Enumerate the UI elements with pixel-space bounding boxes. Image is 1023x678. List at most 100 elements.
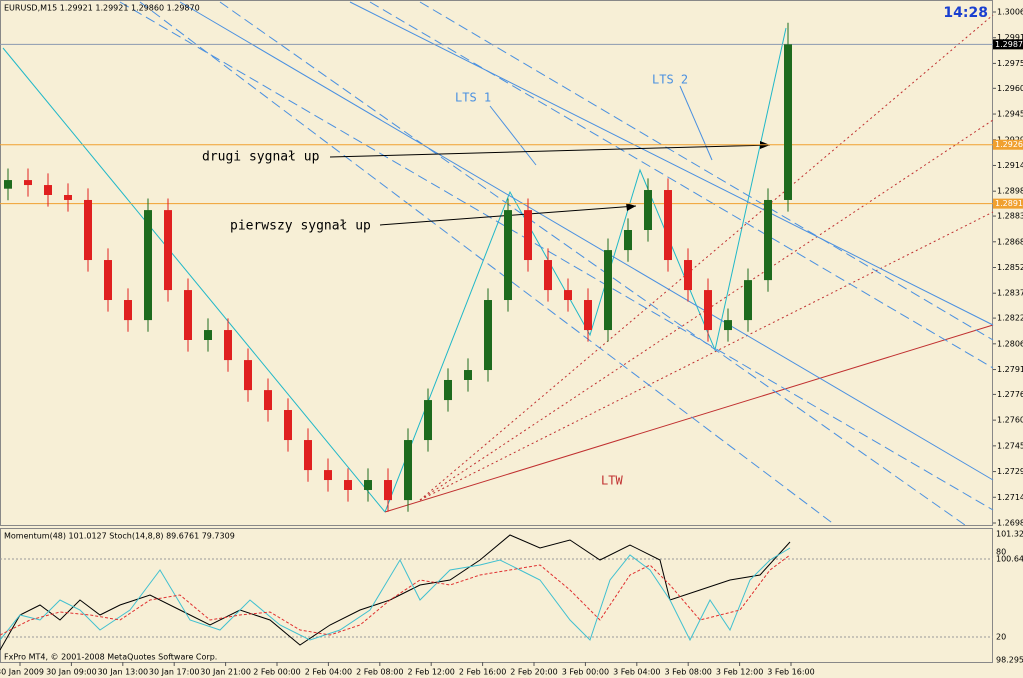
x-tick-label: 2 Feb 04:00 bbox=[305, 668, 352, 677]
candle-body bbox=[564, 290, 572, 301]
candle-body bbox=[264, 390, 272, 411]
candles bbox=[4, 22, 792, 512]
price-label: 1.29265 bbox=[995, 140, 1023, 149]
y-tick-label: 1.28065 bbox=[997, 339, 1023, 348]
lts-line bbox=[139, 1, 836, 526]
trendlines bbox=[2, 1, 994, 526]
x-tick-label: 2 Feb 12:00 bbox=[407, 668, 454, 677]
footer: FxPro MT4, © 2001-2008 MetaQuotes Softwa… bbox=[4, 653, 217, 662]
arrow bbox=[329, 144, 771, 158]
y-tick-label: 1.28525 bbox=[997, 263, 1023, 272]
candle-body bbox=[584, 300, 592, 331]
candle-body bbox=[284, 410, 292, 441]
indicator-label: 100.6421 bbox=[996, 555, 1023, 564]
candle-body bbox=[524, 210, 532, 261]
y-tick-label: 1.27605 bbox=[997, 416, 1023, 425]
indicator-label: 101.3220 bbox=[996, 530, 1023, 539]
momentum-line bbox=[0, 534, 791, 651]
zigzag bbox=[384, 27, 787, 513]
lts-line bbox=[179, 1, 994, 481]
candle-body bbox=[144, 210, 152, 321]
y-tick-label: 1.27140 bbox=[997, 493, 1023, 502]
y-tick-label: 1.26985 bbox=[997, 519, 1023, 528]
x-tick-label: 30 Jan 13:00 bbox=[97, 668, 148, 677]
candle-body bbox=[744, 280, 752, 321]
candle-body bbox=[704, 290, 712, 331]
candle-body bbox=[464, 370, 472, 380]
candle-body bbox=[764, 199, 772, 281]
y-tick-label: 1.29605 bbox=[997, 84, 1023, 93]
y-tick-label: 1.29755 bbox=[997, 59, 1023, 68]
candle-body bbox=[324, 470, 332, 481]
candle-body bbox=[164, 210, 172, 291]
indicator-label: 80 bbox=[996, 548, 1006, 557]
arrow bbox=[679, 85, 713, 161]
lts-line bbox=[119, 1, 994, 511]
arrow bbox=[489, 105, 537, 166]
ltw-line bbox=[384, 324, 994, 513]
indicator-label: 98.295 bbox=[996, 656, 1023, 665]
candle-body bbox=[664, 190, 672, 261]
candle-body bbox=[24, 180, 32, 186]
x-tick-label: 3 Feb 04:00 bbox=[613, 668, 660, 677]
price-label: 1.29870 bbox=[995, 40, 1023, 49]
y-tick-label: 1.29450 bbox=[997, 110, 1023, 119]
y-tick-label: 1.28985 bbox=[997, 187, 1023, 196]
candle-body bbox=[4, 180, 12, 189]
candle-body bbox=[604, 250, 612, 331]
clock: 14:28 bbox=[943, 5, 988, 21]
candle-body bbox=[384, 480, 392, 501]
price-label: 1.28910 bbox=[995, 199, 1023, 208]
x-tick-label: 2 Feb 08:00 bbox=[356, 668, 403, 677]
candle-body bbox=[644, 190, 652, 231]
candle-body bbox=[304, 440, 312, 471]
stoch-main bbox=[0, 547, 791, 642]
candle-body bbox=[184, 290, 192, 341]
annotation: LTW bbox=[601, 474, 623, 488]
candle-body bbox=[624, 230, 632, 251]
y-tick-label: 1.27450 bbox=[997, 441, 1023, 450]
x-tick-label: 30 Jan 21:00 bbox=[200, 668, 251, 677]
candle-body bbox=[504, 210, 512, 301]
x-tick-label: 3 Feb 08:00 bbox=[664, 668, 711, 677]
annotation: drugi sygnał up bbox=[202, 150, 320, 165]
candle-body bbox=[244, 360, 252, 391]
annotation: LTS 1 bbox=[455, 91, 491, 105]
annotation: pierwszy sygnał up bbox=[230, 219, 371, 234]
y-tick-label: 1.28835 bbox=[997, 212, 1023, 221]
candle-body bbox=[104, 260, 112, 301]
y-tick-label: 1.27910 bbox=[997, 365, 1023, 374]
grid: 1.30065 1.29910 1.29755 1.29605 1.29450 1.292… bbox=[0, 8, 1023, 528]
candle-body bbox=[684, 260, 692, 291]
y-tick-label: 1.28680 bbox=[997, 237, 1023, 246]
candle-body bbox=[204, 330, 212, 341]
candle-body bbox=[404, 440, 412, 501]
x-tick-label: 30 Jan 2009 bbox=[0, 668, 44, 677]
candle-body bbox=[424, 400, 432, 441]
x-tick-label: 30 Jan 17:00 bbox=[149, 668, 200, 677]
candle-body bbox=[124, 300, 132, 321]
arrow-head bbox=[626, 203, 636, 211]
price-label-box bbox=[993, 198, 1023, 209]
lts-line bbox=[219, 1, 966, 526]
candle-body bbox=[544, 260, 552, 291]
fan-line bbox=[419, 211, 994, 501]
y-tick-label: 1.29140 bbox=[997, 161, 1023, 170]
fan-line bbox=[419, 14, 994, 501]
indicator-frame bbox=[0, 528, 993, 663]
x-tick-label: 3 Feb 00:00 bbox=[562, 668, 609, 677]
symbol-header: EURUSD,M15 1.29921 1.29921 1.29860 1.298… bbox=[4, 4, 200, 13]
indicator-title: Momentum(48) 101.0127 Stoch(14,8,8) 89.6… bbox=[4, 532, 235, 541]
x-tick-label: 2 Feb 16:00 bbox=[459, 668, 506, 677]
x-tick-label: 3 Feb 16:00 bbox=[767, 668, 814, 677]
price-label-box bbox=[993, 139, 1023, 150]
lts-line bbox=[349, 1, 994, 326]
trend-line bbox=[2, 47, 386, 513]
y-tick-label: 1.29910 bbox=[997, 33, 1023, 42]
annotation: LTS 2 bbox=[652, 73, 688, 87]
y-tick-label: 1.27295 bbox=[997, 467, 1023, 476]
candle-body bbox=[724, 320, 732, 331]
lts-line bbox=[369, 1, 994, 369]
